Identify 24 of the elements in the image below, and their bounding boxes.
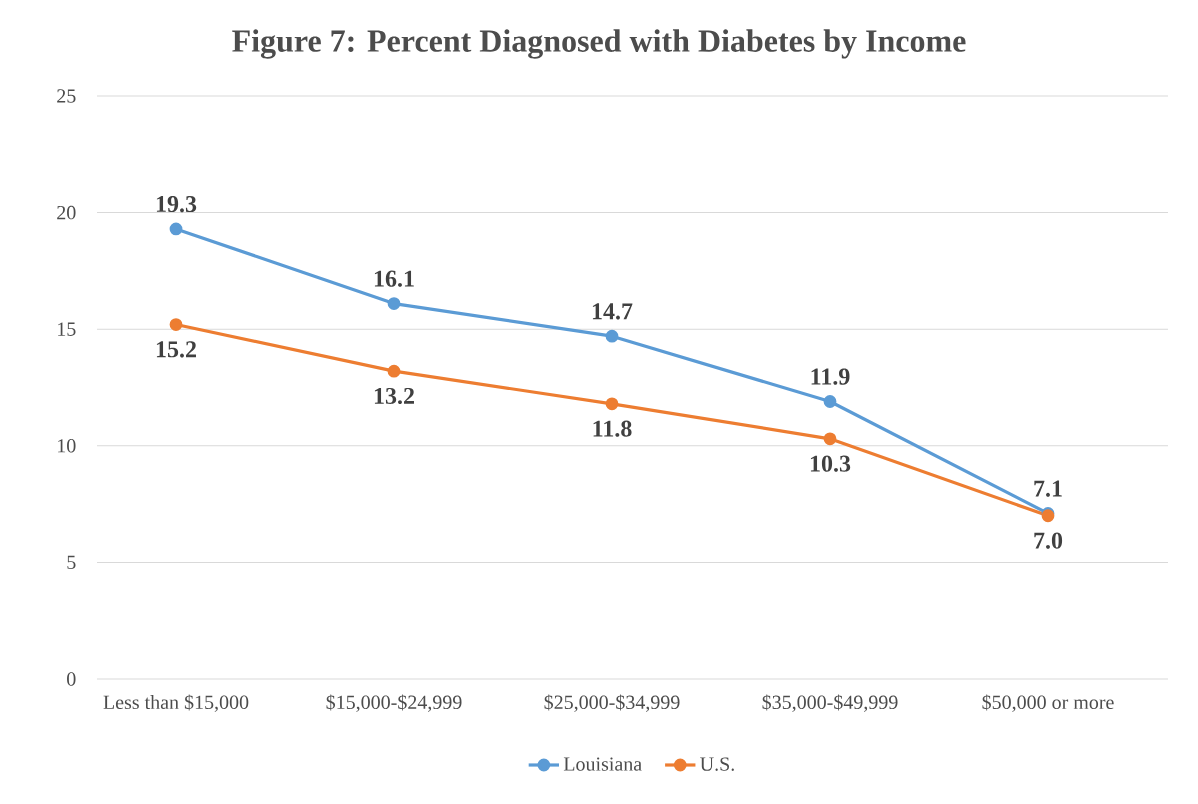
data-label: 11.9 [811, 368, 850, 385]
x-tick-label: $25,000-$34,999 [544, 694, 680, 712]
data-label: 7.0 [1034, 532, 1063, 549]
x-tick-label: Less than $15,000 [103, 694, 249, 712]
data-label: 10.3 [810, 455, 851, 472]
x-tick-label: $50,000 or more [982, 694, 1114, 712]
data-label: 13.2 [374, 387, 414, 405]
y-tick-label: 0 [67, 672, 76, 686]
data-label: 7.1 [1034, 480, 1062, 497]
y-tick-label: 25 [57, 89, 76, 103]
data-label: 16.1 [374, 270, 414, 287]
x-tick-label: $15,000-$24,999 [326, 694, 462, 712]
data-label: 19.3 [156, 195, 197, 213]
data-label: 14.7 [592, 303, 633, 320]
y-tick-label: 15 [58, 322, 76, 336]
y-tick-label: 10 [58, 439, 76, 453]
data-label: 11.8 [593, 420, 632, 437]
legend-label: U.S. [700, 757, 734, 771]
y-tick-label: 20 [57, 205, 76, 220]
y-tick-label: 5 [67, 555, 76, 570]
chart-title: Figure 7: Percent Diagnosed with Diabetes by Income [232, 29, 966, 59]
x-tick-label: $35,000-$49,999 [762, 694, 898, 712]
legend-label: Louisiana [563, 757, 642, 771]
data-label: 15.2 [156, 341, 196, 358]
